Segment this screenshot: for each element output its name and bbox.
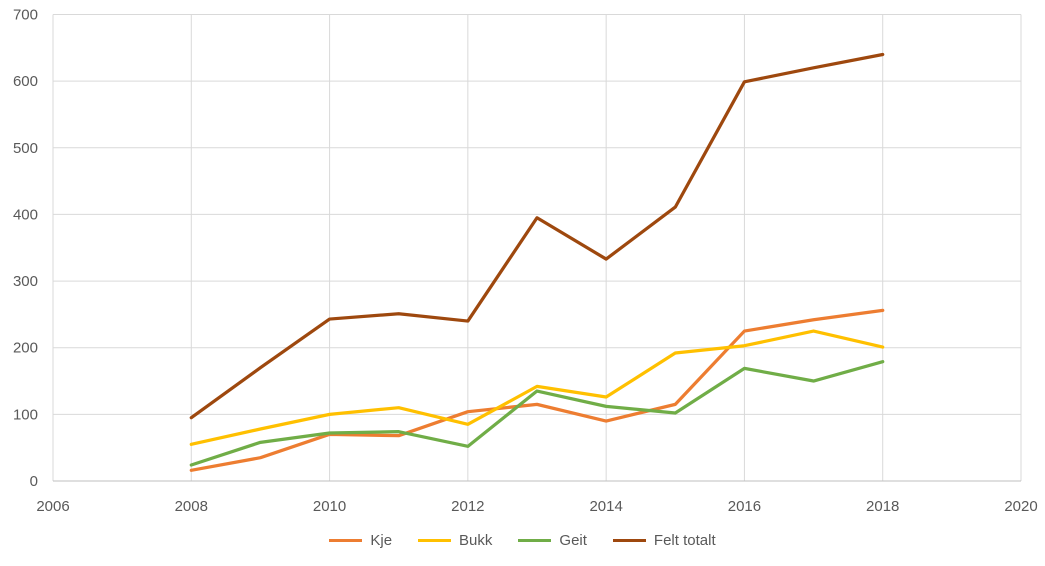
x-tick-label: 2014 bbox=[589, 498, 622, 515]
legend-line-swatch-kje bbox=[329, 539, 363, 542]
legend-item-bukk: Bukk bbox=[418, 533, 492, 548]
series-line-kje bbox=[189, 308, 885, 472]
legend-line-swatch-bukk bbox=[418, 539, 452, 542]
y-tick-label: 100 bbox=[13, 406, 38, 423]
series-line-bukk bbox=[189, 329, 885, 446]
x-tick-label: 2020 bbox=[1004, 498, 1037, 515]
x-tick-label: 2018 bbox=[866, 498, 899, 515]
x-tick-label: 2012 bbox=[451, 498, 484, 515]
x-tick-label: 2006 bbox=[36, 498, 69, 515]
series-line-felt-totalt bbox=[189, 52, 885, 420]
legend-item-felt-totalt: Felt totalt bbox=[612, 532, 716, 549]
y-tick-label: 0 bbox=[30, 473, 38, 490]
y-tick-label: 600 bbox=[13, 73, 38, 90]
legend-item-kje: Kje bbox=[329, 533, 392, 548]
x-tick-label: 2010 bbox=[313, 498, 346, 515]
y-tick-label: 700 bbox=[13, 7, 38, 24]
x-tick-label: 2008 bbox=[175, 498, 208, 515]
legend-item-geit: Geit bbox=[518, 533, 587, 548]
series-line-geit bbox=[189, 360, 885, 467]
y-tick-label: 400 bbox=[13, 206, 38, 223]
y-tick-label: 300 bbox=[13, 273, 38, 290]
chart-legend: Kje Bukk Geit Felt totalt bbox=[0, 533, 1045, 548]
legend-line-swatch-geit bbox=[518, 539, 552, 542]
legend-item-label: Felt totalt bbox=[653, 532, 716, 549]
legend-item-label: Bukk bbox=[459, 532, 493, 549]
legend-line-swatch-felt-totalt bbox=[612, 539, 646, 542]
x-tick-label: 2016 bbox=[728, 498, 761, 515]
legend-item-label: Kje bbox=[370, 532, 393, 549]
legend-item-label: Geit bbox=[559, 532, 587, 549]
y-tick-label: 200 bbox=[13, 340, 38, 357]
y-tick-label: 500 bbox=[13, 140, 38, 157]
